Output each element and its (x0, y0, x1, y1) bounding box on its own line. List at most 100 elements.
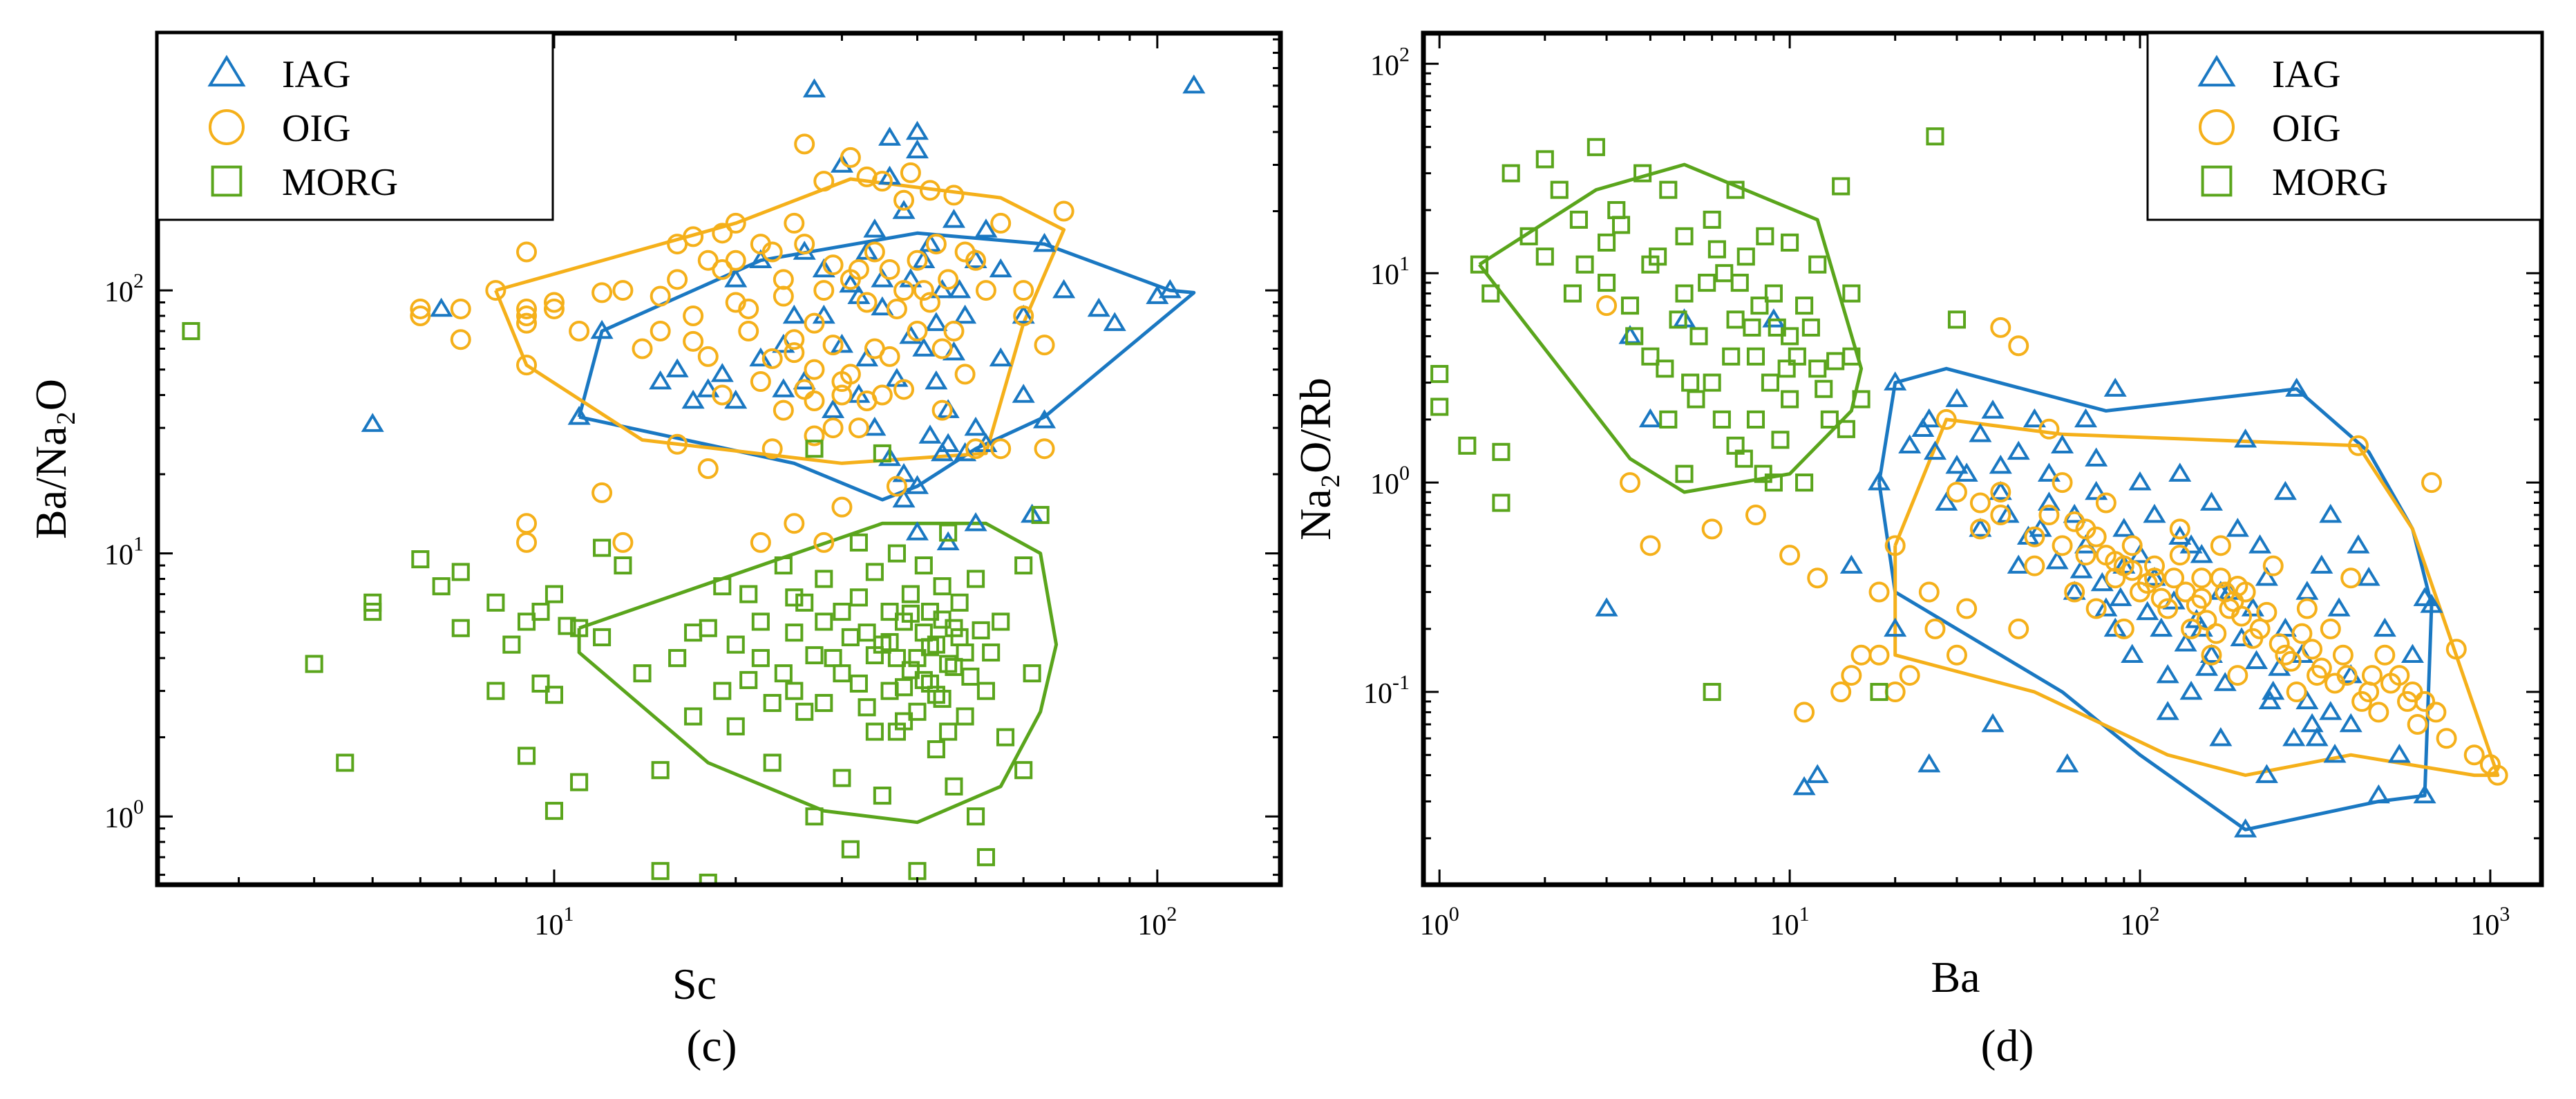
point-iag (2234, 429, 2257, 448)
point-oig (612, 280, 634, 301)
panel-d: 100 101 102 103 10-1 100 101 102 Ba Na₂O/Rb (d) IAG… (1291, 30, 2544, 1071)
point-iag (749, 347, 773, 367)
point-iag (2156, 701, 2179, 720)
tick-label: 101 (1770, 903, 1810, 941)
point-morg (950, 628, 969, 646)
point-morg (558, 617, 576, 635)
point-oig (943, 185, 965, 206)
point-oig (1701, 518, 1723, 540)
point-iag (989, 258, 1012, 278)
point-oig (2163, 567, 2185, 589)
point-oig (2210, 535, 2231, 556)
panel-label: (c) (686, 1021, 737, 1071)
point-oig (410, 305, 431, 326)
point-iag (1103, 312, 1126, 331)
hull-morg (1478, 162, 1864, 494)
point-morg (887, 722, 906, 741)
point-morg (713, 577, 732, 596)
point-morg (1659, 180, 1678, 199)
point-oig (813, 171, 835, 192)
legend-label-oig: OIG (282, 107, 351, 150)
legend-label-iag: IAG (282, 53, 351, 96)
point-iag (2255, 764, 2278, 783)
point-oig (2095, 492, 2116, 514)
point-iag (1839, 554, 1863, 574)
point-morg (1754, 464, 1772, 483)
point-oig (2169, 545, 2190, 566)
point-morg (1726, 310, 1745, 329)
point-morg (933, 577, 951, 596)
point-morg (858, 698, 876, 717)
point-oig (975, 280, 996, 301)
point-iag (892, 200, 916, 219)
point-iag (2103, 617, 2127, 637)
point-oig (943, 321, 965, 342)
point-morg (1842, 284, 1861, 303)
point-iag (772, 378, 795, 397)
point-morg (1502, 164, 1520, 182)
point-oig (2075, 545, 2096, 566)
point-iag (1158, 279, 1182, 299)
point-iag (2305, 727, 2329, 746)
point-iag (989, 347, 1012, 367)
point-oig (697, 458, 719, 480)
point-oig (1013, 305, 1034, 326)
point-iag (1923, 440, 1947, 460)
point-oig (990, 212, 1012, 234)
point-morg (739, 670, 758, 689)
point-morg (982, 643, 1001, 662)
point-morg (795, 593, 814, 612)
point-iag (1032, 409, 1057, 429)
point-morg (1014, 556, 1033, 575)
point-morg (544, 686, 564, 704)
point-morg (996, 728, 1015, 746)
point-morg (1535, 150, 1554, 169)
point-morg (1675, 464, 1694, 483)
point-oig (2064, 581, 2085, 603)
point-oig (2227, 576, 2248, 597)
point-morg (517, 746, 536, 765)
point-iag (2413, 784, 2436, 804)
plot-area (182, 74, 1206, 885)
point-oig (712, 223, 733, 244)
point-morg (1598, 274, 1616, 292)
point-morg (1707, 240, 1726, 259)
point-oig (879, 259, 900, 280)
point-iag (2255, 567, 2278, 586)
point-iag (724, 268, 748, 288)
point-morg (1492, 494, 1510, 512)
point-morg (1826, 352, 1845, 370)
point-oig (1034, 335, 1055, 356)
hull-iag (577, 231, 1196, 502)
point-iag (2209, 727, 2233, 746)
point-oig (773, 400, 794, 421)
point-iag (1981, 713, 2005, 733)
point-iag (2319, 503, 2342, 523)
point-iag (2241, 597, 2264, 617)
point-morg (1641, 347, 1660, 366)
point-morg (1746, 410, 1765, 429)
point-morg (908, 649, 927, 668)
point-oig (725, 212, 746, 234)
legend-marker-oig (209, 109, 245, 145)
point-morg (451, 563, 470, 581)
point-oig (2256, 601, 2277, 623)
point-oig (2262, 555, 2284, 576)
point-iag (665, 358, 689, 377)
point-oig (886, 298, 907, 319)
point-iag (1945, 388, 1969, 407)
point-oig (2280, 650, 2302, 672)
tick-label: 102 (1370, 43, 1410, 82)
point-iag (2387, 744, 2411, 763)
point-oig (697, 250, 719, 271)
point-morg (887, 544, 906, 563)
point-iag (2310, 554, 2333, 574)
point-oig (2425, 702, 2447, 723)
point-oig (886, 476, 907, 497)
point-iag (2273, 480, 2297, 500)
point-iag (2136, 601, 2159, 621)
point-iag (905, 475, 929, 494)
point-oig (900, 162, 921, 183)
point-morg (1031, 505, 1050, 525)
point-iag (2244, 650, 2269, 670)
